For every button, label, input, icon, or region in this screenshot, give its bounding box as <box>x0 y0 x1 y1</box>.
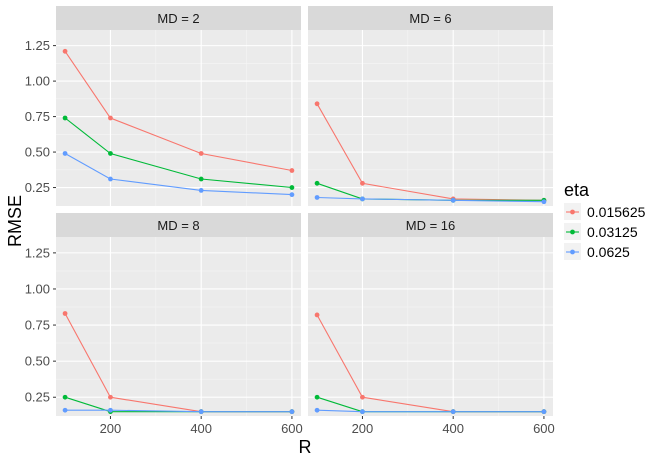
data-point <box>289 168 295 173</box>
y-axis-title: RMSE <box>5 195 25 247</box>
series-line-0.0625 <box>317 196 544 203</box>
data-point <box>62 311 68 316</box>
series-line-0.0625 <box>65 409 292 413</box>
x-tick-label: 400 <box>442 421 464 436</box>
panel-background <box>308 237 553 416</box>
x-tick-label: 200 <box>100 421 122 436</box>
legend-label: 0.03125 <box>587 224 638 240</box>
data-point <box>360 394 365 400</box>
x-axis-title: R <box>299 437 312 457</box>
y-tick-label: 0.75 <box>25 318 50 333</box>
data-point <box>314 312 320 318</box>
series-line-0.015625 <box>64 50 293 172</box>
y-tick-label: 0.50 <box>25 354 50 369</box>
data-point <box>541 409 547 415</box>
y-tick-label: 1.00 <box>25 281 50 296</box>
data-point <box>289 409 295 415</box>
data-point <box>360 196 365 202</box>
data-point <box>289 192 295 198</box>
facet-strip <box>56 6 301 30</box>
facet-strip <box>308 6 553 30</box>
data-point <box>62 407 68 413</box>
facet-strip-label: MD = 16 <box>406 218 456 233</box>
data-point <box>108 394 113 400</box>
data-point <box>360 409 365 415</box>
y-tick-label: 0.75 <box>25 109 50 124</box>
y-tick-label: 1.25 <box>25 245 50 260</box>
series-line-0.03125 <box>64 117 292 189</box>
y-tick-label: 0.25 <box>25 390 50 405</box>
data-point <box>198 176 204 182</box>
legend-point <box>570 249 575 255</box>
data-point <box>541 199 547 205</box>
x-tick-label: 400 <box>190 421 212 436</box>
data-point <box>198 151 204 156</box>
series-line-0.015625 <box>316 103 544 201</box>
legend: 0.015625 0.03125 0.0625 <box>564 203 646 260</box>
legend-label: 0.015625 <box>587 204 646 220</box>
panel-background <box>56 30 301 206</box>
data-point <box>289 185 295 190</box>
panel-background <box>56 237 301 416</box>
series-line-0.0625 <box>64 153 292 196</box>
facet-strip-label: MD = 8 <box>157 218 199 233</box>
x-tick-label: 600 <box>281 421 303 436</box>
data-point <box>108 115 113 121</box>
panel-background <box>308 30 553 206</box>
y-tick-label: 0.50 <box>25 145 50 160</box>
x-tick-label: 200 <box>352 421 374 436</box>
data-point <box>314 195 320 200</box>
data-point <box>314 394 320 400</box>
facet-strip <box>308 213 553 237</box>
data-point <box>108 151 113 156</box>
data-point <box>108 407 113 413</box>
data-point <box>314 101 320 107</box>
data-point <box>198 409 204 415</box>
data-point <box>314 407 320 413</box>
data-point <box>198 187 204 193</box>
data-point <box>314 180 320 186</box>
y-tick-label: 0.25 <box>25 180 50 195</box>
legend-label: 0.0625 <box>587 244 630 260</box>
facet-strip-label: MD = 6 <box>409 11 451 26</box>
data-point <box>62 394 68 400</box>
panel-4: MD = 16 200 400 600 <box>308 213 555 436</box>
y-tick-label: 1.25 <box>25 38 50 53</box>
panel-3: MD = 8 0.25 0.50 0.75 1.00 1.25 200 400 600 <box>25 213 303 436</box>
panel-1: MD = 2 0.25 0.50 0.75 1.00 1.25 <box>25 6 301 206</box>
facet-strip-label: MD = 2 <box>157 11 199 26</box>
data-point <box>450 197 456 203</box>
legend-point <box>570 209 575 215</box>
data-point <box>62 151 68 156</box>
y-tick-label: 1.00 <box>25 74 50 89</box>
data-point <box>360 180 365 186</box>
series-line-0.0625 <box>317 409 544 413</box>
legend-title: eta <box>564 180 590 200</box>
data-point <box>62 48 68 54</box>
legend-point <box>570 229 575 235</box>
data-point <box>108 176 113 182</box>
data-point <box>62 115 68 121</box>
facet-strip <box>56 213 301 237</box>
panel-2: MD = 6 <box>308 6 553 206</box>
data-point <box>450 409 456 415</box>
x-tick-label: 600 <box>533 421 555 436</box>
